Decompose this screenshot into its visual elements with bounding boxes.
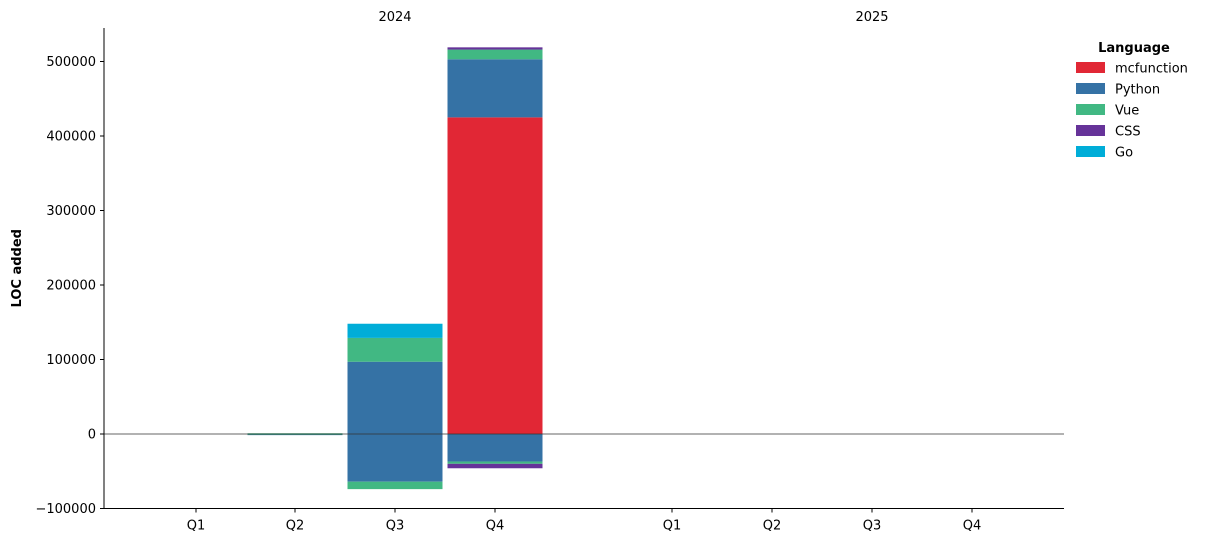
bar-2024-q4-css-removed (447, 463, 543, 469)
bar-2024-q4-vue-removed (447, 461, 543, 464)
y-tick-label: 500000 (46, 55, 96, 70)
x-tick-label-2025-q4: Q4 (963, 519, 982, 534)
legend-label-go: Go (1115, 146, 1133, 161)
y-tick-label: 100000 (46, 353, 96, 368)
x-tick-label-2025-q2: Q2 (763, 519, 782, 534)
bar-2024-q4-vue-added (447, 49, 543, 60)
y-tick-label: 200000 (46, 279, 96, 294)
bar-2024-q4-css-added (447, 47, 543, 50)
bar-2024-q4-python-removed (447, 434, 543, 462)
legend-swatch-css (1076, 125, 1105, 136)
bar-2024-q3-python-removed (347, 434, 443, 482)
legend-swatch-go (1076, 146, 1105, 157)
bars-layer (247, 47, 543, 490)
legend-swatch-python (1076, 83, 1105, 94)
legend-label-mcfunction: mcfunction (1115, 62, 1188, 77)
legend-label-python: Python (1115, 83, 1160, 98)
bar-2024-q3-vue-added (347, 337, 443, 362)
x-tick-label-2025-q3: Q3 (863, 519, 882, 534)
y-tick-label: 0 (88, 428, 96, 443)
legend-swatch-vue (1076, 104, 1105, 115)
x-tick-label-2024-q2: Q2 (286, 519, 305, 534)
x-tick-label-2024-q1: Q1 (187, 519, 206, 534)
y-axis-label: LOC added (10, 229, 25, 307)
group-title-2024: 2024 (378, 10, 411, 25)
bar-2024-q3-python-added (347, 361, 443, 434)
legend-label-vue: Vue (1115, 104, 1139, 119)
y-tick-label: −100000 (35, 502, 96, 517)
legend: Language mcfunction Python Vue CSS Go (1076, 41, 1188, 161)
bar-2024-q4-mcfunction-added (447, 117, 543, 434)
group-title-2025: 2025 (855, 10, 888, 25)
legend-label-css: CSS (1115, 125, 1141, 140)
bar-2024-q3-go-added (347, 323, 443, 338)
legend-title: Language (1098, 41, 1170, 56)
y-tick-label: 300000 (46, 204, 96, 219)
x-tick-label-2025-q1: Q1 (663, 519, 682, 534)
bar-2024-q4-python-added (447, 59, 543, 118)
x-tick-label-2024-q3: Q3 (386, 519, 405, 534)
axes-layer: −100000 0 100000 200000 300000 400000 500000 LO… (10, 10, 1064, 534)
legend-swatch-mcfunction (1076, 62, 1105, 73)
bar-2024-q3-vue-removed (347, 481, 443, 490)
x-tick-label-2024-q4: Q4 (486, 519, 505, 534)
y-tick-label: 400000 (46, 130, 96, 145)
